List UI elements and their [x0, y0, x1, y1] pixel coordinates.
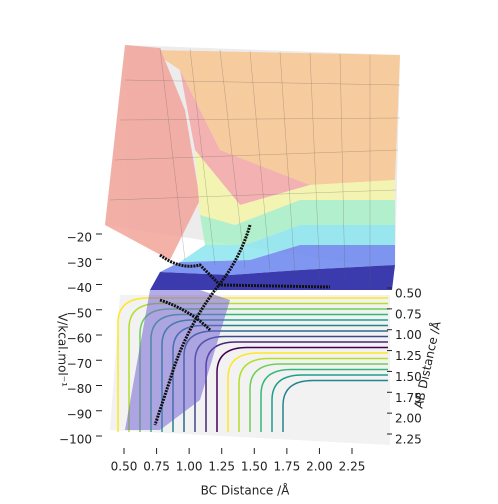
x-tick-label: 1.25 — [208, 460, 235, 474]
contour-line — [249, 363, 388, 432]
contour-line — [282, 379, 388, 432]
z-axis-label: V/kcal.mol⁻¹ — [56, 313, 70, 387]
surface-band — [195, 150, 395, 225]
y-tick-label: 0.75 — [395, 307, 422, 321]
x-tick-label: 0.75 — [143, 460, 170, 474]
contour-line — [260, 368, 388, 432]
z-tick-label: −60 — [67, 332, 92, 346]
z-tick-label: −90 — [67, 407, 92, 421]
z-tick-label: −100 — [59, 433, 92, 447]
surface-band — [180, 225, 395, 262]
contour-line — [227, 352, 388, 432]
z-tick-label: −80 — [67, 382, 92, 396]
trajectory — [153, 224, 331, 426]
surface-band — [200, 200, 395, 245]
x-tick-label: 0.50 — [111, 460, 138, 474]
y-tick-label: 1.75 — [395, 391, 422, 405]
x-tick-label: 1.50 — [241, 460, 268, 474]
y-tick-label: 2.00 — [395, 412, 422, 426]
x-tick-label: 1.75 — [273, 460, 300, 474]
x-tick-label: 2.25 — [339, 460, 366, 474]
contour-line — [238, 357, 388, 432]
z-tick-label: −70 — [67, 357, 92, 371]
z-tick-label: −30 — [67, 256, 92, 270]
contour-line — [117, 297, 388, 432]
x-tick-label: 1.00 — [176, 460, 203, 474]
surface-band — [105, 45, 200, 260]
surface-band — [180, 70, 310, 205]
y-tick-label: 1.00 — [395, 328, 422, 342]
y-tick-label: 1.25 — [395, 349, 422, 363]
contour-line — [216, 346, 388, 432]
z-tick-label: −50 — [67, 306, 92, 320]
z-tick-label: −20 — [67, 231, 92, 245]
surface-band — [150, 265, 395, 290]
x-axis-label: BC Distance /Å — [201, 483, 291, 498]
contour-line — [271, 374, 388, 432]
y-tick-label: 2.25 — [395, 433, 422, 447]
surface-band — [160, 245, 395, 275]
grid-lines — [109, 79, 401, 201]
x-tick-label: 2.00 — [306, 460, 333, 474]
y-tick-label: 0.50 — [395, 287, 422, 301]
z-tick-label: −40 — [67, 281, 92, 295]
y-tick-label: 1.50 — [395, 370, 422, 384]
surface-grid — [109, 47, 401, 285]
